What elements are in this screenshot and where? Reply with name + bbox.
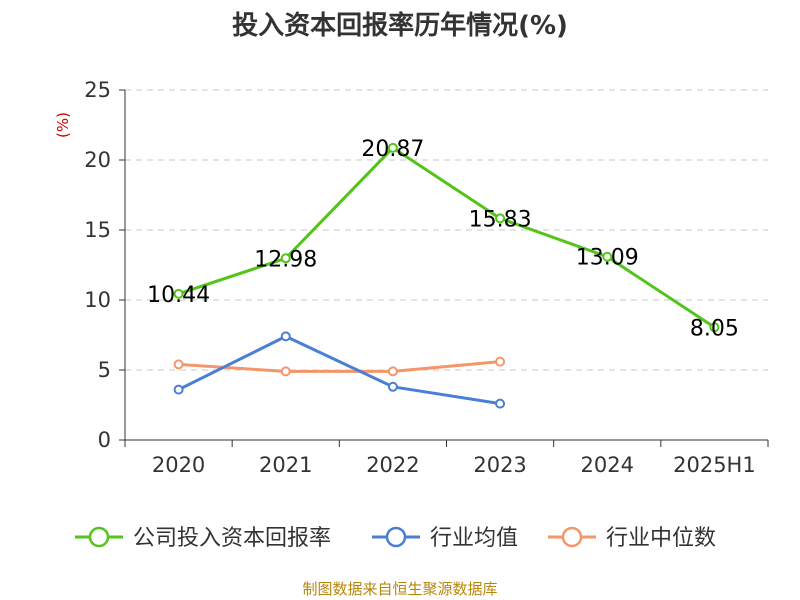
legend-marker-1: [385, 526, 407, 548]
grid-lines: [125, 89, 768, 371]
data-point-s0-2021: [280, 253, 291, 264]
data-label-2023: 15.83: [469, 207, 532, 232]
source-note: 制图数据来自恒生聚源数据库: [302, 580, 497, 598]
axes: 0 5 10 15 20 25 2020 2021 2022 2023 2024 2025H1: [84, 78, 769, 477]
y-axis-unit-label: (%): [54, 112, 72, 138]
data-label-2024: 13.09: [576, 246, 639, 271]
data-point-s2-2020: [173, 359, 184, 370]
x-tick-label-2020: 2020: [152, 453, 205, 477]
data-labels: 10.44 12.98 20.87 15.83 13.09 8.05: [147, 137, 739, 341]
data-point-s0-2025H1: [709, 322, 720, 333]
data-point-s1-2020: [173, 384, 184, 395]
x-tick-label-2024: 2024: [581, 453, 634, 477]
data-point-s2-2023: [495, 356, 506, 367]
legend-marker-0: [88, 526, 110, 548]
data-point-s1-2022: [387, 381, 398, 392]
x-tick-label-2025H1: 2025H1: [673, 453, 756, 477]
series-lines: [173, 142, 720, 409]
legend-item-1: 行业均值: [372, 526, 518, 551]
legend-item-0: 公司投入资本回报率: [75, 526, 331, 551]
legend-item-2: 行业中位数: [548, 526, 716, 551]
data-label-2020: 10.44: [147, 283, 210, 308]
x-tick-label-2021: 2021: [259, 453, 312, 477]
y-tick-label-25: 25: [84, 78, 111, 102]
data-point-s2-2021: [280, 366, 291, 377]
series-line-0: [178, 146, 716, 329]
y-tick-label-10: 10: [84, 288, 111, 312]
x-tick-label-2022: 2022: [366, 453, 419, 477]
y-tick-label-15: 15: [84, 218, 111, 242]
data-point-s0-2024: [602, 251, 613, 262]
legend-marker-2: [561, 526, 583, 548]
legend-label-2: 行业中位数: [606, 526, 716, 551]
data-point-s0-2022: [387, 142, 398, 153]
legend-label-0: 公司投入资本回报率: [133, 526, 331, 551]
data-label-2021: 12.98: [254, 247, 317, 272]
data-point-s2-2022: [387, 366, 398, 377]
data-point-s1-2021: [280, 331, 291, 342]
data-point-s0-2020: [173, 288, 184, 299]
legend-label-1: 行业均值: [430, 526, 518, 551]
chart-title: 投入资本回报率历年情况(%): [232, 10, 568, 41]
data-label-2025H1: 8.05: [690, 316, 739, 341]
data-label-2022: 20.87: [361, 137, 424, 162]
data-point-s0-2023: [495, 213, 506, 224]
legend: 公司投入资本回报率 行业均值 行业中位数: [75, 526, 716, 551]
y-tick-label-20: 20: [84, 148, 111, 172]
series-line-1: [177, 334, 501, 406]
x-tick-label-2023: 2023: [473, 453, 526, 477]
data-point-s1-2023: [495, 398, 506, 409]
y-tick-label-0: 0: [98, 428, 111, 452]
series-line-2: [178, 360, 501, 373]
y-tick-label-5: 5: [98, 358, 111, 382]
